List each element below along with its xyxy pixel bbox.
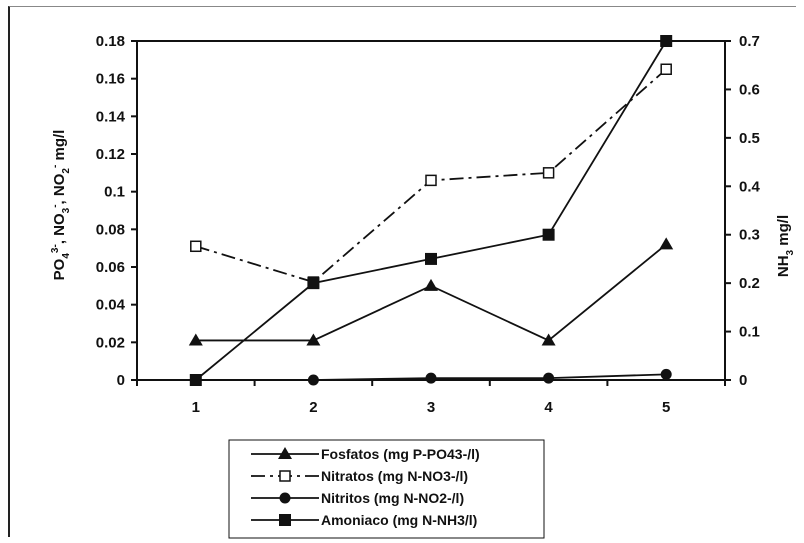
y-left-tick-label: 0.08 [96,221,125,238]
legend-entry-label: Amoniaco (mg N-NH3/l) [321,512,477,528]
plot-frame [136,40,726,381]
series-2-point [542,167,555,179]
legend: Fosfatos (mg P-PO43-/l) Nitratos (mg N-NO… [228,439,545,539]
series-2-point [660,63,672,75]
y-left-axis-label: PO43-, NO3-, NO2- mg/l [50,130,72,281]
y-left-tick-label: 0.16 [96,71,125,88]
legend-swatch-marker [278,447,292,459]
legend-swatch-marker [279,492,291,504]
x-tick-label: 2 [309,399,317,416]
x-tick-label: 4 [544,399,553,416]
series-3-point [307,374,319,386]
y-right-tick-label: 0.7 [739,33,760,50]
series-4-point [660,35,673,47]
x-tick-label: 1 [192,399,200,416]
series-4-point [307,277,320,290]
legend-swatch-marker [279,470,291,482]
series-3-point [425,372,437,384]
y-right-tick-label: 0 [739,372,747,389]
legend-entry-label: Nitratos (mg N-NO3-/l) [321,468,468,484]
y-right-axis-label: NH3 mg/l [775,215,796,277]
legend-entry-label: Nitritos (mg N-NO2-/l) [321,490,464,506]
y-right-tick-label: 0.1 [739,324,760,341]
y-left-tick-label: 0.02 [96,334,125,351]
y-right-tick-label: 0.5 [739,130,760,147]
y-right-tick-label: 0.4 [739,178,761,195]
series-1-point [541,333,556,346]
series-line-4 [195,40,667,381]
y-right-tick-label: 0.2 [739,275,760,292]
y-left-tick-label: 0 [117,372,125,389]
legend-swatch-marker [279,514,291,526]
y-left-tick-label: 0.1 [104,184,125,201]
y-right-tick-label: 0.3 [739,227,760,244]
series-1-point [424,278,438,291]
series-4-point [542,228,555,241]
series-1-point [306,333,321,346]
y-left-tick-label: 0.06 [96,259,125,276]
series-4-point [425,252,437,265]
series-2-point [425,174,437,187]
y-left-tick-label: 0.04 [96,297,126,314]
y-left-tick-label: 0.18 [96,33,125,50]
x-tick-label: 3 [427,399,435,416]
y-left-tick-label: 0.12 [96,146,125,163]
series-1-point [188,333,203,346]
legend-entry-label: Fosfatos (mg P-PO43-/l) [321,446,480,462]
y-left-tick-label: 0.14 [96,108,126,125]
x-tick-label: 5 [662,399,670,416]
y-right-tick-label: 0.6 [739,81,760,98]
series-3-point [543,372,555,384]
figure-frame [8,6,796,537]
series-4-point [189,374,202,386]
plot-area: 00.020.040.060.080.10.120.140.160.1800.1… [96,33,761,416]
series-1-point [659,237,674,250]
series-2-point [190,240,202,253]
series-3-point [660,368,672,380]
